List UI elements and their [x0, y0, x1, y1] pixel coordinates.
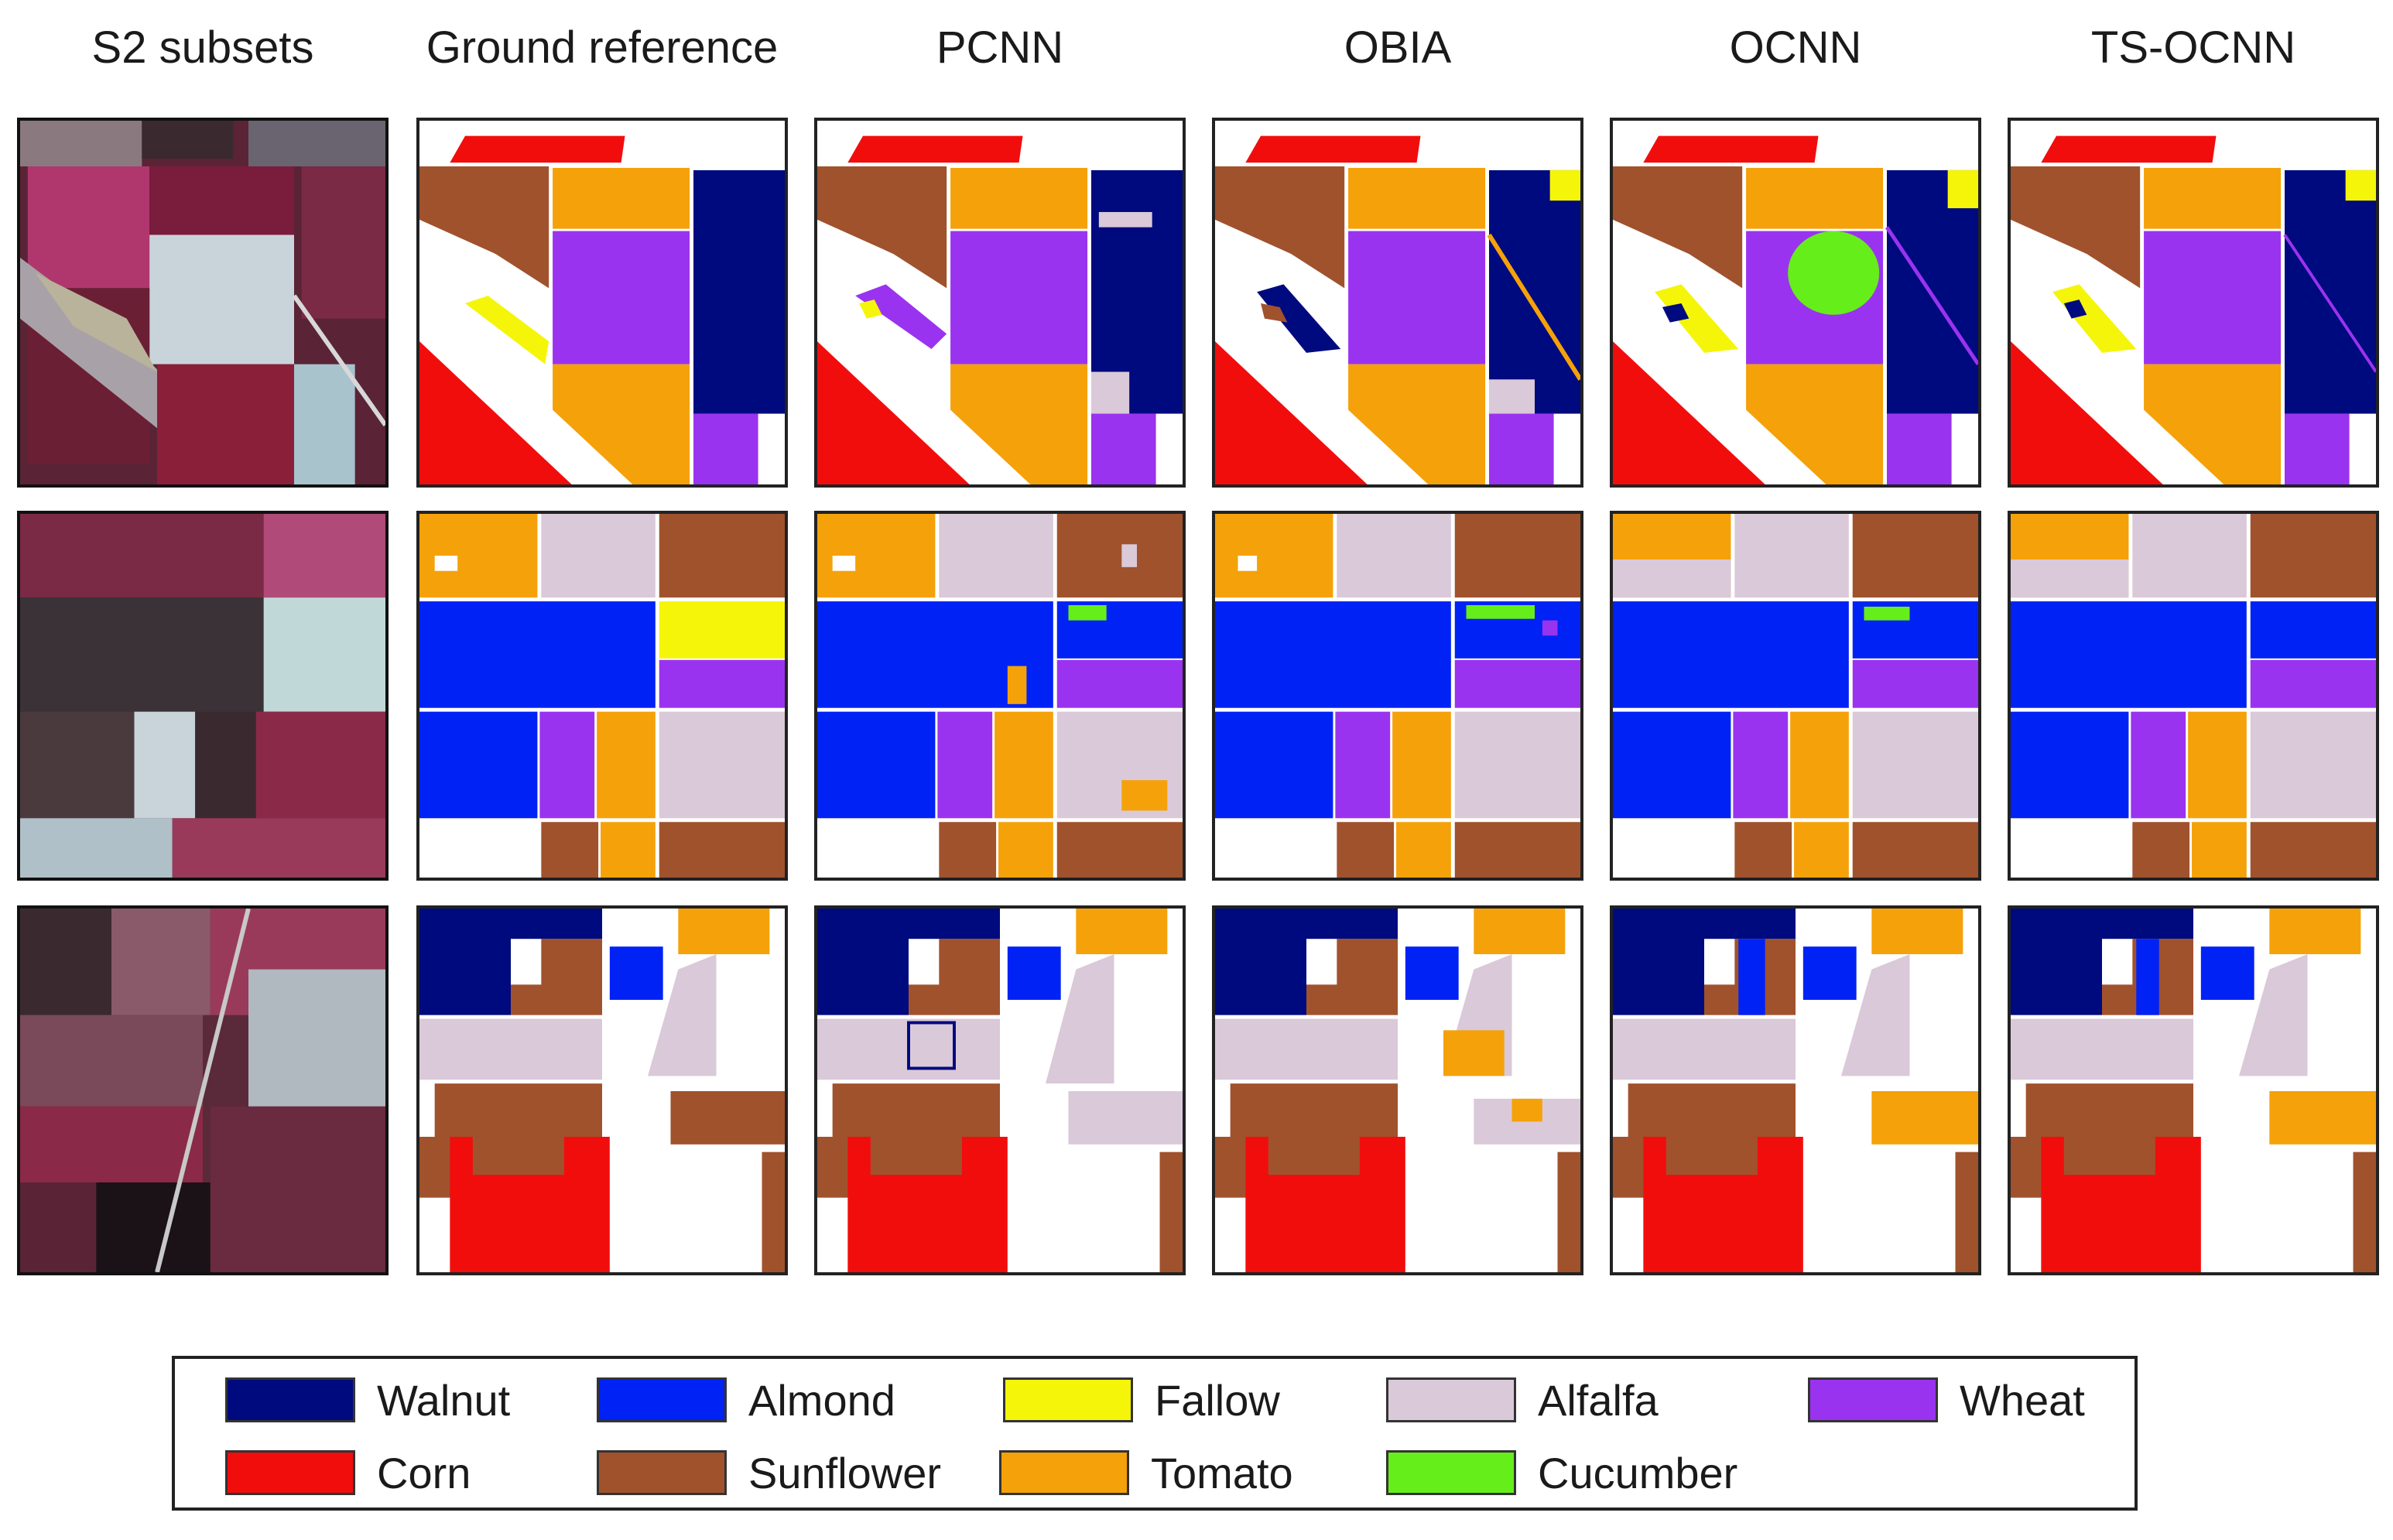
obia-map-row-3 [1212, 905, 1583, 1275]
pcnn-map-row-2 [814, 511, 1186, 881]
legend-swatch-tomato [999, 1450, 1129, 1495]
ts-ocnn-map-row-1 [2008, 118, 2379, 488]
legend-item-sunflower: Sunflower [597, 1446, 941, 1500]
ts-ocnn-map-row-3 [2008, 905, 2379, 1275]
legend-item-almond: Almond [597, 1373, 895, 1427]
ground-reference-map-row-1 [416, 118, 788, 488]
legend-item-tomato: Tomato [999, 1446, 1293, 1500]
legend-item-alfalfa: Alfalfa [1386, 1373, 1659, 1427]
legend: Walnut Almond Fallow Alfalfa Wheat Corn … [172, 1356, 2138, 1511]
obia-map-row-1 [1212, 118, 1583, 488]
legend-item-fallow: Fallow [1003, 1373, 1280, 1427]
legend-swatch-cucumber [1386, 1450, 1516, 1495]
legend-label-cucumber: Cucumber [1538, 1448, 1738, 1497]
ground-reference-map-row-2 [416, 511, 788, 881]
pcnn-map-row-3 [814, 905, 1186, 1275]
legend-swatch-sunflower [597, 1450, 727, 1495]
ocnn-map-row-2 [1610, 511, 1981, 881]
s2-subset-image-row-3 [17, 905, 389, 1275]
column-header-obia: OBIA [1344, 22, 1452, 73]
legend-item-corn: Corn [225, 1446, 471, 1500]
legend-label-sunflower: Sunflower [748, 1448, 942, 1497]
s2-subset-image-row-2 [17, 511, 389, 881]
column-header-s2-subsets: S2 subsets [91, 22, 314, 73]
legend-label-corn: Corn [377, 1448, 471, 1497]
column-header-ocnn: OCNN [1729, 22, 1862, 73]
column-header-ground-reference: Ground reference [426, 22, 779, 73]
s2-subset-image-row-1 [17, 118, 389, 488]
legend-swatch-alfalfa [1386, 1377, 1516, 1422]
legend-swatch-wheat [1808, 1377, 1938, 1422]
ocnn-map-row-3 [1610, 905, 1981, 1275]
ground-reference-map-row-3 [416, 905, 788, 1275]
legend-item-cucumber: Cucumber [1386, 1446, 1737, 1500]
column-header-ts-ocnn: TS-OCNN [2090, 22, 2296, 73]
legend-swatch-corn [225, 1450, 355, 1495]
legend-swatch-almond [597, 1377, 727, 1422]
legend-item-walnut: Walnut [225, 1373, 510, 1427]
pcnn-map-row-1 [814, 118, 1186, 488]
legend-item-wheat: Wheat [1808, 1373, 2085, 1427]
legend-label-wheat: Wheat [1960, 1375, 2085, 1425]
ocnn-map-row-1 [1610, 118, 1981, 488]
legend-swatch-fallow [1003, 1377, 1133, 1422]
obia-map-row-2 [1212, 511, 1583, 881]
legend-label-fallow: Fallow [1155, 1375, 1280, 1425]
legend-label-walnut: Walnut [377, 1375, 511, 1425]
column-header-pcnn: PCNN [936, 22, 1064, 73]
legend-swatch-walnut [225, 1377, 355, 1422]
legend-label-tomato: Tomato [1151, 1448, 1293, 1497]
ts-ocnn-map-row-2 [2008, 511, 2379, 881]
legend-label-alfalfa: Alfalfa [1538, 1375, 1659, 1425]
legend-label-almond: Almond [748, 1375, 895, 1425]
